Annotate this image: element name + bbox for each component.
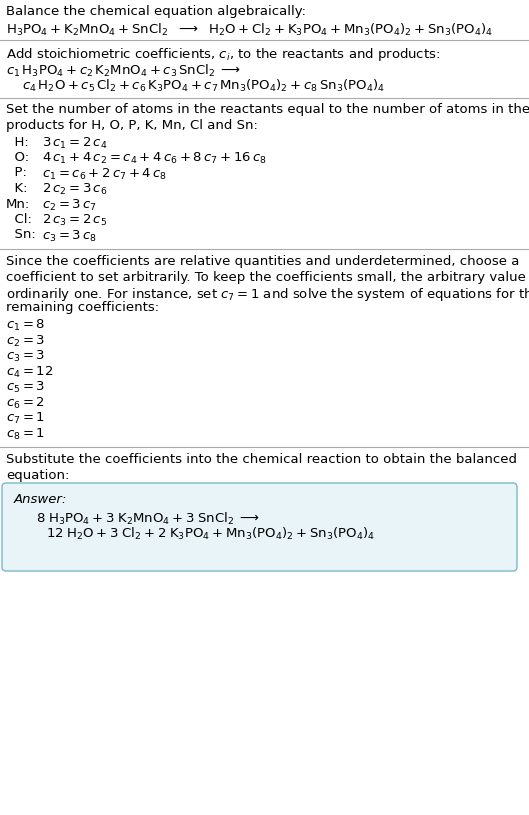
Text: $c_8 = 1$: $c_8 = 1$ [6, 426, 45, 442]
Text: Balance the chemical equation algebraically:: Balance the chemical equation algebraica… [6, 5, 306, 18]
Text: O:: O: [6, 151, 29, 164]
Text: Sn:: Sn: [6, 228, 36, 241]
Text: $8\;\mathrm{H_3PO_4} + 3\;\mathrm{K_2MnO_4} + 3\;\mathrm{SnCl_2}$$\;\longrightar: $8\;\mathrm{H_3PO_4} + 3\;\mathrm{K_2MnO… [36, 510, 260, 526]
Text: $c_7 = 1$: $c_7 = 1$ [6, 411, 45, 426]
Text: $2\,c_3 = 2\,c_5$: $2\,c_3 = 2\,c_5$ [42, 213, 107, 228]
Text: $c_5 = 3$: $c_5 = 3$ [6, 380, 45, 395]
Text: K:: K: [6, 182, 28, 195]
Text: $c_4\,\mathrm{H_2O} + c_5\,\mathrm{Cl_2} + c_6\,\mathrm{K_3PO_4} + c_7\,\mathrm{: $c_4\,\mathrm{H_2O} + c_5\,\mathrm{Cl_2}… [22, 78, 385, 94]
Text: remaining coefficients:: remaining coefficients: [6, 302, 159, 315]
FancyBboxPatch shape [2, 483, 517, 571]
Text: products for H, O, P, K, Mn, Cl and Sn:: products for H, O, P, K, Mn, Cl and Sn: [6, 119, 258, 132]
Text: equation:: equation: [6, 469, 69, 482]
Text: $c_3 = 3$: $c_3 = 3$ [6, 349, 45, 364]
Text: Since the coefficients are relative quantities and underdetermined, choose a: Since the coefficients are relative quan… [6, 255, 519, 268]
Text: $c_3 = 3\,c_8$: $c_3 = 3\,c_8$ [42, 228, 97, 244]
Text: $c_1 = c_6 + 2\,c_7 + 4\,c_8$: $c_1 = c_6 + 2\,c_7 + 4\,c_8$ [42, 166, 167, 182]
Text: ordinarily one. For instance, set $c_7 = 1$ and solve the system of equations fo: ordinarily one. For instance, set $c_7 =… [6, 286, 529, 303]
Text: $c_6 = 2$: $c_6 = 2$ [6, 395, 45, 411]
Text: $12\;\mathrm{H_2O} + 3\;\mathrm{Cl_2} + 2\;\mathrm{K_3PO_4} + \mathrm{Mn_3(PO_4): $12\;\mathrm{H_2O} + 3\;\mathrm{Cl_2} + … [46, 526, 375, 542]
Text: $3\,c_1 = 2\,c_4$: $3\,c_1 = 2\,c_4$ [42, 135, 107, 151]
Text: Cl:: Cl: [6, 213, 32, 226]
Text: $\mathrm{H_3PO_4 + K_2MnO_4 + SnCl_2}$  $\longrightarrow$  $\mathrm{H_2O + Cl_2 : $\mathrm{H_3PO_4 + K_2MnO_4 + SnCl_2}$ $… [6, 21, 493, 37]
Text: $2\,c_2 = 3\,c_6$: $2\,c_2 = 3\,c_6$ [42, 182, 107, 197]
Text: Answer:: Answer: [14, 493, 67, 506]
Text: $c_4 = 12$: $c_4 = 12$ [6, 364, 53, 380]
Text: $c_2 = 3$: $c_2 = 3$ [6, 333, 45, 349]
Text: Mn:: Mn: [6, 197, 30, 210]
Text: $c_2 = 3\,c_7$: $c_2 = 3\,c_7$ [42, 197, 97, 213]
Text: $c_1\,\mathrm{H_3PO_4} + c_2\,\mathrm{K_2MnO_4} + c_3\,\mathrm{SnCl_2}$$\;\longr: $c_1\,\mathrm{H_3PO_4} + c_2\,\mathrm{K_… [6, 63, 241, 78]
Text: $c_1 = 8$: $c_1 = 8$ [6, 318, 45, 333]
Text: Substitute the coefficients into the chemical reaction to obtain the balanced: Substitute the coefficients into the che… [6, 453, 517, 466]
Text: Add stoichiometric coefficients, $c_i$, to the reactants and products:: Add stoichiometric coefficients, $c_i$, … [6, 46, 440, 63]
Text: P:: P: [6, 166, 27, 179]
Text: coefficient to set arbitrarily. To keep the coefficients small, the arbitrary va: coefficient to set arbitrarily. To keep … [6, 271, 529, 284]
Text: H:: H: [6, 135, 29, 148]
Text: Set the number of atoms in the reactants equal to the number of atoms in the: Set the number of atoms in the reactants… [6, 104, 529, 117]
Text: $4\,c_1 + 4\,c_2 = c_4 + 4\,c_6 + 8\,c_7 + 16\,c_8$: $4\,c_1 + 4\,c_2 = c_4 + 4\,c_6 + 8\,c_7… [42, 151, 267, 166]
